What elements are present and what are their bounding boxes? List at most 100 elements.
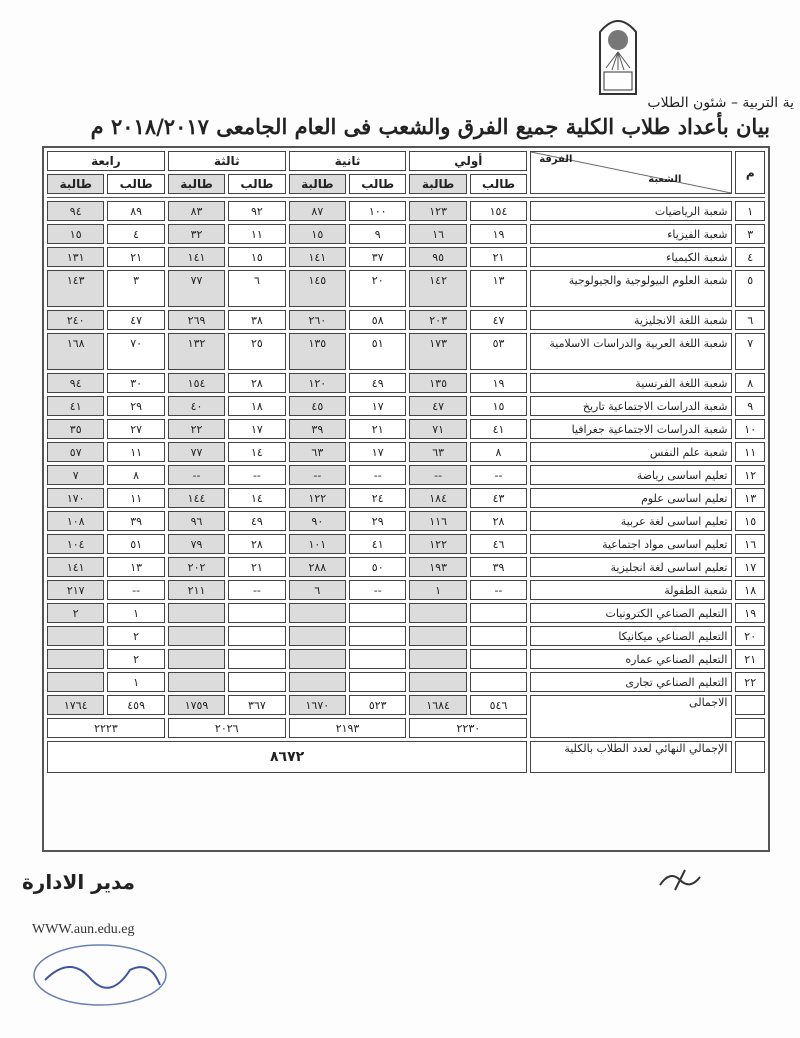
male-count: ٤١ xyxy=(469,419,528,439)
male-count xyxy=(228,672,286,692)
grand-total-row: الإجمالي النهائي لعدد الطلاب بالكلية ٨٦٧٢ xyxy=(47,741,765,773)
female-count: ١٧٣ xyxy=(409,333,467,370)
row-index: ١٩ xyxy=(735,603,765,623)
female-count: ٢١٧ xyxy=(47,580,105,600)
year-total: ٢٠٢٦ xyxy=(167,718,286,738)
female-count: ٩٦ xyxy=(167,511,226,531)
total-label: الاجمالى xyxy=(530,695,733,738)
female-count xyxy=(167,603,226,623)
male-count: -- xyxy=(469,465,528,485)
table-row: ١٥ تعليم اساسى لغة عربية ٢٨ ١١٦ ٢٩ ٩٠ ٤٩ ٩٦ ٣٩ ١٠… xyxy=(47,511,765,531)
male-count: ٤٩ xyxy=(349,373,407,393)
female-count xyxy=(47,626,105,646)
total-count: ١٧٥٩ xyxy=(167,695,226,715)
female-count: ١٦٨ xyxy=(47,333,105,370)
male-count: ٢٩ xyxy=(107,396,165,416)
students-table: م الفرقة الشعبة أولي ثانية ثالثة رابعة ط… xyxy=(44,148,768,776)
section-name: تعليم اساسى لغة انجليزية xyxy=(530,557,733,577)
male-count: ٢٨ xyxy=(228,373,286,393)
male-header: طالب xyxy=(469,174,528,194)
row-index: ٤ xyxy=(735,247,765,267)
female-count: ١٤١ xyxy=(288,247,347,267)
male-count: ١١ xyxy=(228,224,286,244)
male-count xyxy=(228,603,286,623)
female-count: ٧٧ xyxy=(167,442,226,462)
male-count xyxy=(469,603,528,623)
female-count xyxy=(288,626,347,646)
male-count xyxy=(349,672,407,692)
female-count: ٤٥ xyxy=(288,396,347,416)
male-count: ٢١ xyxy=(228,557,286,577)
male-count xyxy=(469,626,528,646)
total-count: ٥٤٦ xyxy=(469,695,528,715)
male-count: ٢١ xyxy=(469,247,528,267)
male-count: ١٥ xyxy=(469,396,528,416)
female-count: ٤٧ xyxy=(409,396,467,416)
male-count xyxy=(349,626,407,646)
section-name: شعبة الفيزياء xyxy=(530,224,733,244)
female-count: ٣٢ xyxy=(167,224,226,244)
table-row: ٣ شعبة الفيزياء ١٩ ١٦ ٩ ١٥ ١١ ٣٢ ٤ ١٥ xyxy=(47,224,765,244)
female-count: -- xyxy=(167,465,226,485)
male-count: ١٥ xyxy=(228,247,286,267)
row-index: ٢٢ xyxy=(735,672,765,692)
male-count: ٤١ xyxy=(349,534,407,554)
male-count: ٢٧ xyxy=(107,419,165,439)
grand-total-value: ٨٦٧٢ xyxy=(47,741,528,773)
male-count: ٣٠ xyxy=(107,373,165,393)
table-row: ١٩ التعليم الصناعي الكترونيات ١ ٢ xyxy=(47,603,765,623)
female-count: ٩٤ xyxy=(47,201,105,221)
totals-row: الاجمالى ٥٤٦ ١٦٨٤ ٥٢٣ ١٦٧٠ ٣٦٧ ١٧٥٩ ٤٥٩ ١٧٦٤ xyxy=(47,695,765,738)
table-row: ١٨ شعبة الطفولة -- ١ -- ٦ -- ٢١١ -- ٢١٧ xyxy=(47,580,765,600)
female-count: ٦٣ xyxy=(409,442,467,462)
male-count: ١ xyxy=(107,672,165,692)
male-count: ١٣ xyxy=(107,557,165,577)
year-totals-row: ٢٢٣٠ ٢١٩٣ ٢٠٢٦ ٢٢٢٣ xyxy=(47,718,765,738)
male-count: ٤٣ xyxy=(469,488,528,508)
female-count xyxy=(288,672,347,692)
female-count: ٦٣ xyxy=(288,442,347,462)
female-count: ١٤٢ xyxy=(409,270,467,307)
total-count: ٣٦٧ xyxy=(228,695,286,715)
male-count: ١٤ xyxy=(228,442,286,462)
table-row: ١٢ تعليم اساسى رياضة -- -- -- -- -- -- ٨ ٧ xyxy=(47,465,765,485)
row-index: ٥ xyxy=(735,270,765,307)
table-row: ٦ شعبة اللغة الانجليزية ٤٧ ٢٠٣ ٥٨ ٢٦٠ ٣٨ ٢٦٩ ٤٧ ٢… xyxy=(47,310,765,330)
page-title: بيان بأعداد طلاب الكلية جميع الفرق والشع… xyxy=(90,114,771,139)
female-header: طالبة xyxy=(167,174,226,194)
row-index: ١٢ xyxy=(735,465,765,485)
table-row: ٥ شعبة العلوم البيولوجية والجيولوجية ١٣ ١٤٢… xyxy=(47,270,765,307)
male-count: ١١ xyxy=(107,488,165,508)
blank-cell xyxy=(735,718,765,738)
female-count: ١٤٥ xyxy=(288,270,347,307)
table-frame xyxy=(42,146,770,852)
row-index: ٢١ xyxy=(735,649,765,669)
year-header: أولي xyxy=(409,151,528,171)
female-count: ١٩٣ xyxy=(409,557,467,577)
male-count: -- xyxy=(228,465,286,485)
total-count: ١٧٦٤ xyxy=(47,695,105,715)
separator-line xyxy=(47,197,765,198)
male-count xyxy=(228,626,286,646)
grand-total-label: الإجمالي النهائي لعدد الطلاب بالكلية xyxy=(530,741,733,773)
male-count xyxy=(469,649,528,669)
female-count: ٨٧ xyxy=(288,201,347,221)
male-count: ١٣ xyxy=(469,270,528,307)
male-count: ١٠٠ xyxy=(349,201,407,221)
male-header: طالب xyxy=(228,174,286,194)
section-name: تعليم اساسى لغة عربية xyxy=(530,511,733,531)
male-count: ٢٠ xyxy=(349,270,407,307)
manager-title: مدير الادارة xyxy=(22,870,136,894)
female-count: ٢٨٨ xyxy=(288,557,347,577)
male-count: ١١ xyxy=(107,442,165,462)
female-count: ٤١ xyxy=(47,396,105,416)
female-count: ١ xyxy=(409,580,467,600)
section-name: شعبة علم النفس xyxy=(530,442,733,462)
male-count: ٤٧ xyxy=(107,310,165,330)
female-count: ٢ xyxy=(47,603,105,623)
female-count: ٢٠٢ xyxy=(167,557,226,577)
website-text: WWW.aun.edu.eg xyxy=(32,922,135,937)
section-name: تعليم اساسى علوم xyxy=(530,488,733,508)
section-name: شعبة الطفولة xyxy=(530,580,733,600)
